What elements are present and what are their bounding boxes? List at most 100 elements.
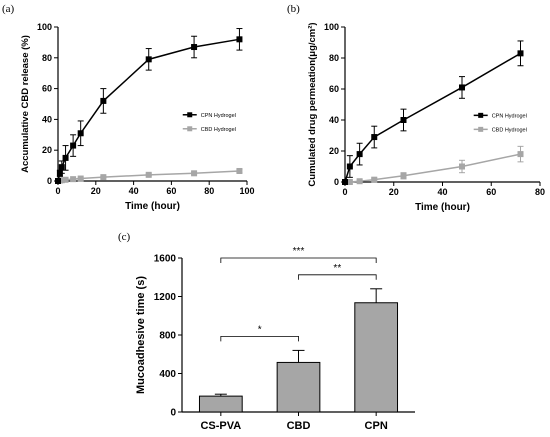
data-point: [400, 172, 407, 179]
x-tick-label: 20: [91, 186, 101, 196]
data-point: [371, 134, 378, 141]
bar: [354, 302, 399, 413]
data-point: [145, 56, 152, 63]
data-point: [346, 163, 353, 170]
legend-entry: CBD Hydrogel: [473, 126, 527, 133]
y-tick-label: 40: [329, 115, 339, 125]
data-point: [70, 142, 77, 149]
data-point: [459, 163, 465, 170]
data-point: [100, 97, 107, 104]
significance-bracket: **: [298, 263, 377, 280]
bracket-line: [220, 336, 299, 342]
panel-label: (c): [118, 231, 131, 243]
series-cpn-hydrogel: [55, 28, 243, 184]
bracket-line: [220, 257, 377, 263]
x-tick-label: CBD: [287, 420, 311, 432]
data-point: [58, 164, 65, 171]
y-tick-label: 800: [159, 331, 176, 342]
x-tick-label: 20: [389, 187, 399, 197]
data-point: [62, 154, 69, 161]
y-tick-label: 80: [42, 53, 52, 63]
legend-label: CPN Hydrogel: [201, 113, 236, 119]
panel-label: (a): [2, 3, 15, 15]
y-tick-label: 80: [329, 53, 339, 63]
legend-label: CBD Hydrogel: [201, 127, 236, 133]
y-tick-label: 60: [42, 84, 52, 94]
legend-entry: CPN Hydrogel: [182, 112, 236, 119]
y-tick-label: 60: [329, 84, 339, 94]
x-tick-label: 60: [486, 187, 496, 197]
data-point: [62, 176, 69, 183]
panel-label: (b): [287, 3, 300, 15]
data-point: [70, 176, 77, 183]
data-point: [342, 179, 348, 185]
significance-label: ***: [293, 246, 305, 257]
y-tick-label: 0: [170, 408, 176, 419]
y-tick-label: 20: [329, 146, 339, 156]
legend-label: CPN Hydrogel: [492, 113, 527, 119]
data-point: [100, 174, 107, 181]
x-tick-label: 0: [55, 186, 60, 196]
data-point: [346, 179, 353, 185]
data-point: [236, 36, 243, 43]
y-tick-label: 1600: [154, 254, 177, 265]
legend-marker: [187, 112, 193, 118]
legend-marker: [187, 126, 193, 132]
y-axis-label: Cumulated drug permeation(μg/cm²): [307, 22, 318, 186]
series-cpn-hydrogel: [342, 40, 524, 185]
y-axis-label: Accumulative CBD release (%): [20, 35, 31, 173]
x-axis-label: Time (hour): [125, 201, 180, 212]
x-tick-label: CPN: [365, 420, 388, 432]
y-tick-label: 0: [334, 177, 339, 187]
legend-label: CBD Hydrogel: [492, 127, 527, 133]
x-tick-label: 100: [239, 186, 254, 196]
y-tick-label: 400: [159, 369, 176, 380]
legend-entry: CPN Hydrogel: [473, 112, 527, 119]
y-axis-label: Mucoadhesive time (s): [135, 276, 147, 394]
y-tick-label: 1200: [154, 292, 177, 303]
legend-entry: CBD Hydrogel: [182, 126, 236, 133]
data-point: [517, 151, 524, 158]
x-tick-label: 40: [129, 186, 139, 196]
y-tick-label: 20: [42, 145, 52, 155]
data-point: [55, 178, 61, 184]
bar-cbd: [276, 349, 321, 413]
series-cbd-hydrogel: [55, 167, 243, 184]
data-point: [77, 175, 84, 182]
bar: [276, 361, 321, 413]
data-point: [145, 171, 152, 178]
x-tick-label: 40: [437, 187, 447, 197]
y-tick-label: 0: [47, 176, 52, 186]
data-point: [356, 151, 363, 158]
x-tick-label: CS-PVA: [200, 420, 241, 432]
legend-marker: [478, 126, 484, 132]
x-tick-label: 60: [166, 186, 176, 196]
bar: [198, 395, 243, 413]
bar-cpn: [354, 288, 399, 413]
data-point: [517, 50, 524, 57]
data-point: [356, 178, 363, 185]
significance-label: **: [333, 263, 341, 274]
significance-label: *: [258, 324, 262, 335]
y-tick-label: 100: [324, 22, 339, 32]
bracket-line: [298, 274, 377, 280]
x-tick-label: 80: [204, 186, 214, 196]
y-tick-label: 40: [42, 114, 52, 124]
data-point: [459, 84, 465, 91]
y-tick-label: 100: [37, 22, 52, 32]
data-point: [400, 117, 407, 123]
data-point: [236, 167, 243, 174]
x-tick-label: 0: [342, 187, 347, 197]
x-axis-label: Time (hour): [415, 202, 470, 213]
line-chart-1: (b) 0 20 40 60 80 0 20 40 60 80 100 Time (hour) Cumul…: [287, 3, 545, 213]
data-point: [77, 130, 84, 137]
x-tick-label: 80: [535, 187, 545, 197]
series-cbd-hydrogel: [342, 145, 524, 185]
line-chart-0: (a) 0 20 40 60 80 100 0 20 40 60 80 100 Time (hour) Ac…: [2, 3, 255, 212]
data-point: [191, 170, 198, 177]
data-point: [191, 44, 198, 51]
legend-marker: [478, 112, 484, 118]
bar-cs-pva: [198, 393, 243, 413]
data-point: [371, 176, 378, 183]
